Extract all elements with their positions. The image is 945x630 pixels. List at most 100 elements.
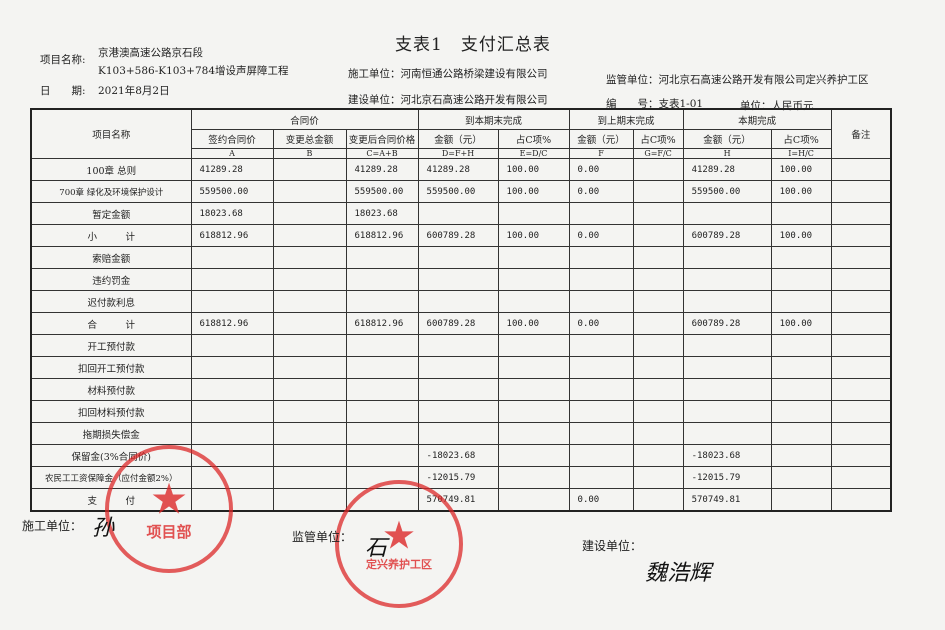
value-cell	[497, 334, 570, 357]
table-row: 700章 绿化及环境保护设计 559500.00 559500.00 559500.0…	[30, 180, 892, 203]
subheader-cell: 变更总金额	[272, 129, 347, 149]
row-label: 暂定金额	[30, 202, 192, 225]
formula-cell: A	[190, 148, 274, 159]
value-cell: 0.00	[568, 180, 634, 203]
row-label: 索赔金额	[30, 246, 192, 269]
value-cell: 559500.00	[417, 180, 499, 203]
col-header-contract: 合同价	[190, 108, 419, 130]
value-cell: 559500.00	[190, 180, 274, 203]
value-cell	[568, 422, 634, 445]
value-cell	[272, 334, 347, 357]
value-cell	[272, 312, 347, 335]
value-cell	[632, 466, 684, 489]
value-cell	[770, 334, 832, 357]
row-label: 100章 总则	[30, 158, 192, 181]
owner: 建设单位：河北京石高速公路开发有限公司	[348, 94, 548, 106]
row-label: 迟付款利息	[30, 290, 192, 313]
contractor-sign-label: 施工单位：	[22, 519, 83, 533]
value-cell	[345, 444, 419, 467]
value-cell	[497, 202, 570, 225]
value-cell	[190, 422, 274, 445]
value-cell	[682, 268, 772, 291]
value-cell	[568, 202, 634, 225]
value-cell: 0.00	[568, 312, 634, 335]
subheader-cell: 占C项%	[632, 129, 684, 149]
supervisor-sign-label: 监管单位：	[292, 530, 353, 544]
value-cell: 100.00	[770, 312, 832, 335]
value-cell: 618812.96	[345, 312, 419, 335]
value-cell	[830, 180, 892, 203]
value-cell	[632, 202, 684, 225]
row-label: 合 计	[30, 312, 192, 335]
value-cell	[417, 246, 499, 269]
value-cell	[568, 400, 634, 423]
value-cell	[345, 268, 419, 291]
subheader-cell: 金额（元）	[568, 129, 634, 149]
formula-cell: F	[568, 148, 634, 159]
value-cell	[272, 246, 347, 269]
value-cell: 600789.28	[417, 224, 499, 247]
row-label: 开工预付款	[30, 334, 192, 357]
value-cell	[345, 290, 419, 313]
value-cell: -18023.68	[682, 444, 772, 467]
value-cell	[345, 356, 419, 379]
doc-number: 编 号：支表1-01	[606, 98, 704, 110]
value-cell	[830, 356, 892, 379]
value-cell	[417, 202, 499, 225]
value-cell	[272, 290, 347, 313]
table-row: 材料预付款	[30, 378, 892, 401]
value-cell: 600789.28	[682, 312, 772, 335]
value-cell	[682, 334, 772, 357]
table-row: 暂定金额 18023.68 18023.68	[30, 202, 892, 225]
value-cell	[497, 466, 570, 489]
value-cell	[497, 422, 570, 445]
value-cell	[770, 202, 832, 225]
project-label: 项目名称:	[40, 54, 86, 66]
table-row: 扣回开工预付款	[30, 356, 892, 379]
row-label: 拖期损失偿金	[30, 422, 192, 445]
value-cell	[830, 334, 892, 357]
value-cell	[830, 378, 892, 401]
value-cell	[632, 158, 684, 181]
value-cell: 600789.28	[417, 312, 499, 335]
value-cell	[417, 400, 499, 423]
value-cell	[190, 246, 274, 269]
value-cell: 41289.28	[190, 158, 274, 181]
value-cell	[632, 334, 684, 357]
page-title: 支表1 支付汇总表	[395, 35, 551, 55]
value-cell	[632, 268, 684, 291]
supervisor-stamp: ★ 定兴养护工区	[335, 480, 463, 608]
value-cell	[497, 356, 570, 379]
value-cell	[345, 246, 419, 269]
value-cell	[830, 158, 892, 181]
project-name-line2: K103+586-K103+784增设声屏障工程	[98, 65, 289, 77]
value-cell: 100.00	[497, 180, 570, 203]
value-cell: 559500.00	[345, 180, 419, 203]
formula-cell: I=H/C	[770, 148, 832, 159]
col-header-prev: 到上期末完成	[568, 108, 684, 130]
value-cell	[830, 290, 892, 313]
value-cell: 618812.96	[190, 224, 274, 247]
value-cell	[830, 312, 892, 335]
date-label: 日 期:	[40, 85, 86, 97]
value-cell	[190, 334, 274, 357]
row-label: 700章 绿化及环境保护设计	[30, 180, 192, 203]
value-cell: -18023.68	[417, 444, 499, 467]
value-cell	[770, 268, 832, 291]
formula-cell: C=A+B	[345, 148, 419, 159]
formula-cell: B	[272, 148, 347, 159]
value-cell	[497, 290, 570, 313]
value-cell	[417, 290, 499, 313]
value-cell	[632, 246, 684, 269]
value-cell	[632, 400, 684, 423]
table-row: 索赔金额	[30, 246, 892, 269]
value-cell: 41289.28	[682, 158, 772, 181]
value-cell: 559500.00	[682, 180, 772, 203]
value-cell	[830, 224, 892, 247]
table-row: 违约罚金	[30, 268, 892, 291]
value-cell	[682, 290, 772, 313]
value-cell: 100.00	[497, 312, 570, 335]
value-cell: 100.00	[770, 180, 832, 203]
value-cell: -12015.79	[682, 466, 772, 489]
value-cell	[272, 422, 347, 445]
